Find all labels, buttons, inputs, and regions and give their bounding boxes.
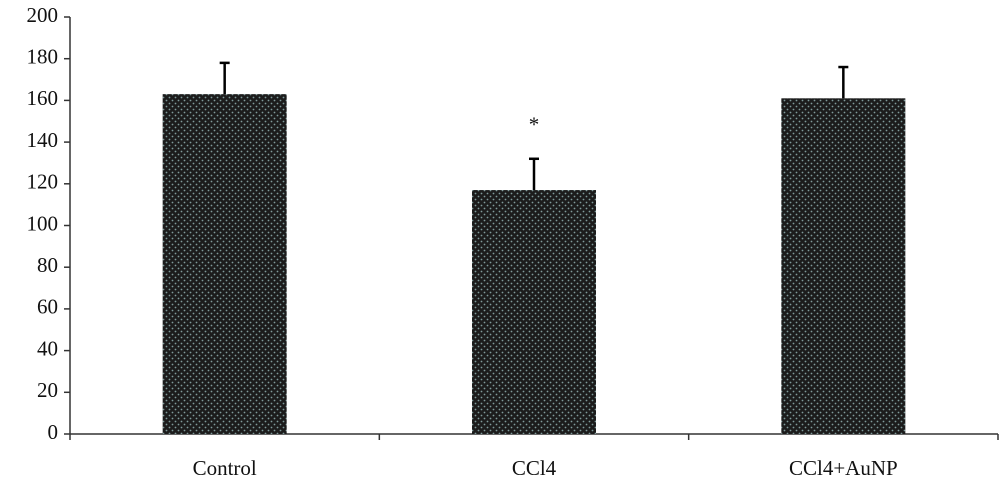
error-bar [529, 157, 539, 191]
bar [162, 94, 287, 435]
y-tick-label: 60 [37, 295, 58, 319]
bar [781, 98, 906, 434]
y-tick-label: 180 [27, 45, 59, 69]
x-tick-label: CCl4+AuNP [789, 456, 898, 480]
error-bar [838, 65, 849, 99]
x-tick-label: Control [193, 456, 257, 480]
y-tick-label: 120 [27, 170, 59, 194]
annotation: * [529, 113, 540, 137]
y-tick-label: 40 [37, 336, 58, 360]
y-tick-label: 20 [37, 378, 58, 402]
y-tick-label: 0 [48, 420, 59, 444]
error-bar [219, 61, 230, 95]
y-tick-label: 140 [27, 128, 59, 152]
x-tick-label: CCl4 [512, 456, 557, 480]
y-tick-label: 100 [27, 211, 59, 235]
y-tick-label: 200 [27, 3, 59, 27]
y-tick-label: 160 [27, 86, 59, 110]
bar [472, 190, 596, 434]
y-tick-label: 80 [37, 253, 58, 277]
